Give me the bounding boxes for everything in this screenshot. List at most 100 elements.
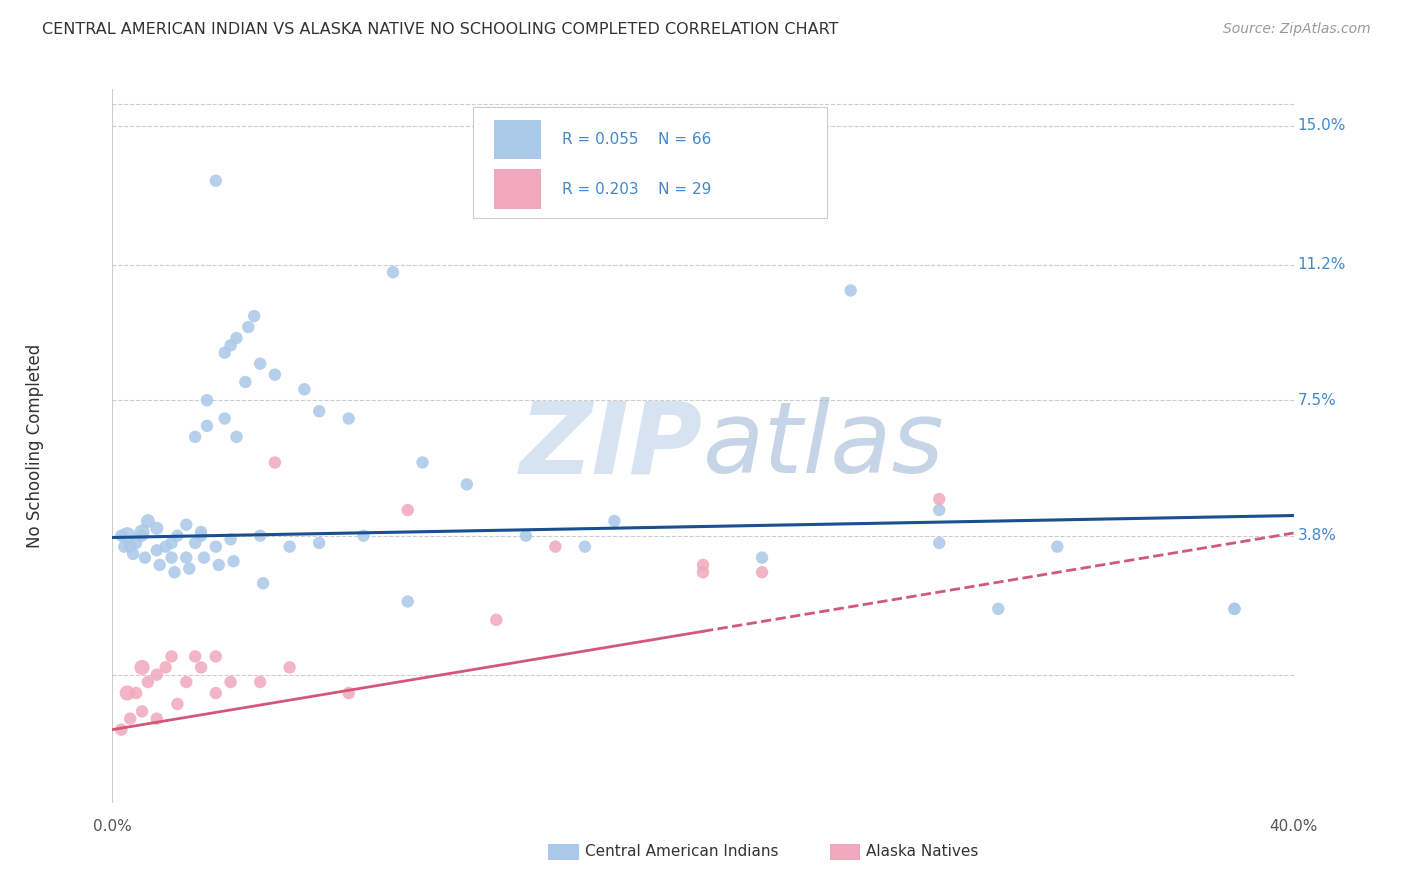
Point	[928, 503, 950, 517]
Point	[603, 514, 626, 528]
Point	[205, 649, 228, 664]
Point	[160, 649, 183, 664]
Text: 0.0%: 0.0%	[93, 819, 132, 834]
Point	[1046, 540, 1069, 554]
Point	[692, 558, 714, 572]
Point	[184, 649, 207, 664]
Text: Source: ZipAtlas.com: Source: ZipAtlas.com	[1223, 22, 1371, 37]
Point	[308, 536, 330, 550]
Point	[155, 540, 177, 554]
Text: 40.0%: 40.0%	[1270, 819, 1317, 834]
Text: atlas: atlas	[703, 398, 945, 494]
Point	[456, 477, 478, 491]
Point	[987, 602, 1010, 616]
Point	[131, 524, 153, 539]
Point	[205, 540, 228, 554]
Point	[110, 529, 132, 543]
Text: Central American Indians: Central American Indians	[585, 845, 779, 859]
Point	[146, 521, 169, 535]
Point	[264, 455, 287, 469]
Point	[179, 561, 201, 575]
Point	[190, 524, 212, 539]
Point	[382, 265, 405, 279]
Point	[264, 368, 287, 382]
Point	[136, 675, 159, 690]
Point	[396, 594, 419, 608]
Point	[233, 375, 256, 389]
Text: CENTRAL AMERICAN INDIAN VS ALASKA NATIVE NO SCHOOLING COMPLETED CORRELATION CHAR: CENTRAL AMERICAN INDIAN VS ALASKA NATIVE…	[42, 22, 839, 37]
Point	[125, 536, 148, 550]
Point	[166, 529, 188, 543]
Point	[751, 550, 773, 565]
Point	[928, 491, 950, 506]
Text: 7.5%: 7.5%	[1298, 392, 1337, 408]
Point	[160, 550, 183, 565]
Point	[163, 566, 186, 580]
Point	[249, 529, 271, 543]
Point	[174, 517, 197, 532]
Point	[412, 455, 434, 469]
Point	[252, 576, 274, 591]
Point	[692, 566, 714, 580]
Point	[122, 547, 145, 561]
Point	[222, 554, 245, 568]
Point	[112, 540, 135, 554]
Point	[131, 704, 153, 718]
Point	[249, 675, 271, 690]
Point	[131, 660, 153, 674]
Text: 3.8%: 3.8%	[1298, 528, 1337, 543]
Text: 11.2%: 11.2%	[1298, 258, 1346, 272]
Point	[928, 536, 950, 550]
Point	[208, 558, 231, 572]
Point	[160, 536, 183, 550]
Point	[238, 320, 260, 334]
Point	[1223, 602, 1246, 616]
Point	[184, 430, 207, 444]
Point	[219, 533, 242, 547]
Point	[225, 331, 247, 345]
Point	[174, 550, 197, 565]
Point	[146, 543, 169, 558]
Text: R = 0.203    N = 29: R = 0.203 N = 29	[562, 182, 711, 196]
Point	[308, 404, 330, 418]
Point	[337, 686, 360, 700]
Point	[485, 613, 508, 627]
Point	[193, 550, 215, 565]
Point	[136, 514, 159, 528]
Point	[205, 686, 228, 700]
Text: Alaska Natives: Alaska Natives	[866, 845, 979, 859]
Point	[751, 566, 773, 580]
Point	[117, 529, 138, 543]
Point	[214, 345, 236, 359]
Text: No Schooling Completed: No Schooling Completed	[27, 344, 44, 548]
Point	[1223, 602, 1246, 616]
Point	[125, 686, 148, 700]
Point	[131, 529, 153, 543]
Point	[352, 529, 374, 543]
Point	[120, 712, 142, 726]
Point	[243, 309, 266, 323]
Point	[120, 540, 142, 554]
Point	[278, 660, 301, 674]
Point	[396, 503, 419, 517]
Point	[184, 536, 207, 550]
FancyBboxPatch shape	[494, 169, 541, 209]
Point	[225, 430, 247, 444]
Point	[195, 418, 218, 433]
Point	[155, 660, 177, 674]
Point	[134, 550, 156, 565]
Point	[278, 540, 301, 554]
Text: 15.0%: 15.0%	[1298, 119, 1346, 133]
Text: ZIP: ZIP	[520, 398, 703, 494]
Point	[146, 712, 169, 726]
Point	[337, 411, 360, 425]
Point	[195, 393, 218, 408]
Point	[166, 697, 188, 711]
Point	[174, 675, 197, 690]
Point	[249, 357, 271, 371]
Point	[149, 558, 172, 572]
Point	[839, 284, 862, 298]
Point	[190, 660, 212, 674]
Point	[110, 723, 132, 737]
Point	[544, 540, 567, 554]
